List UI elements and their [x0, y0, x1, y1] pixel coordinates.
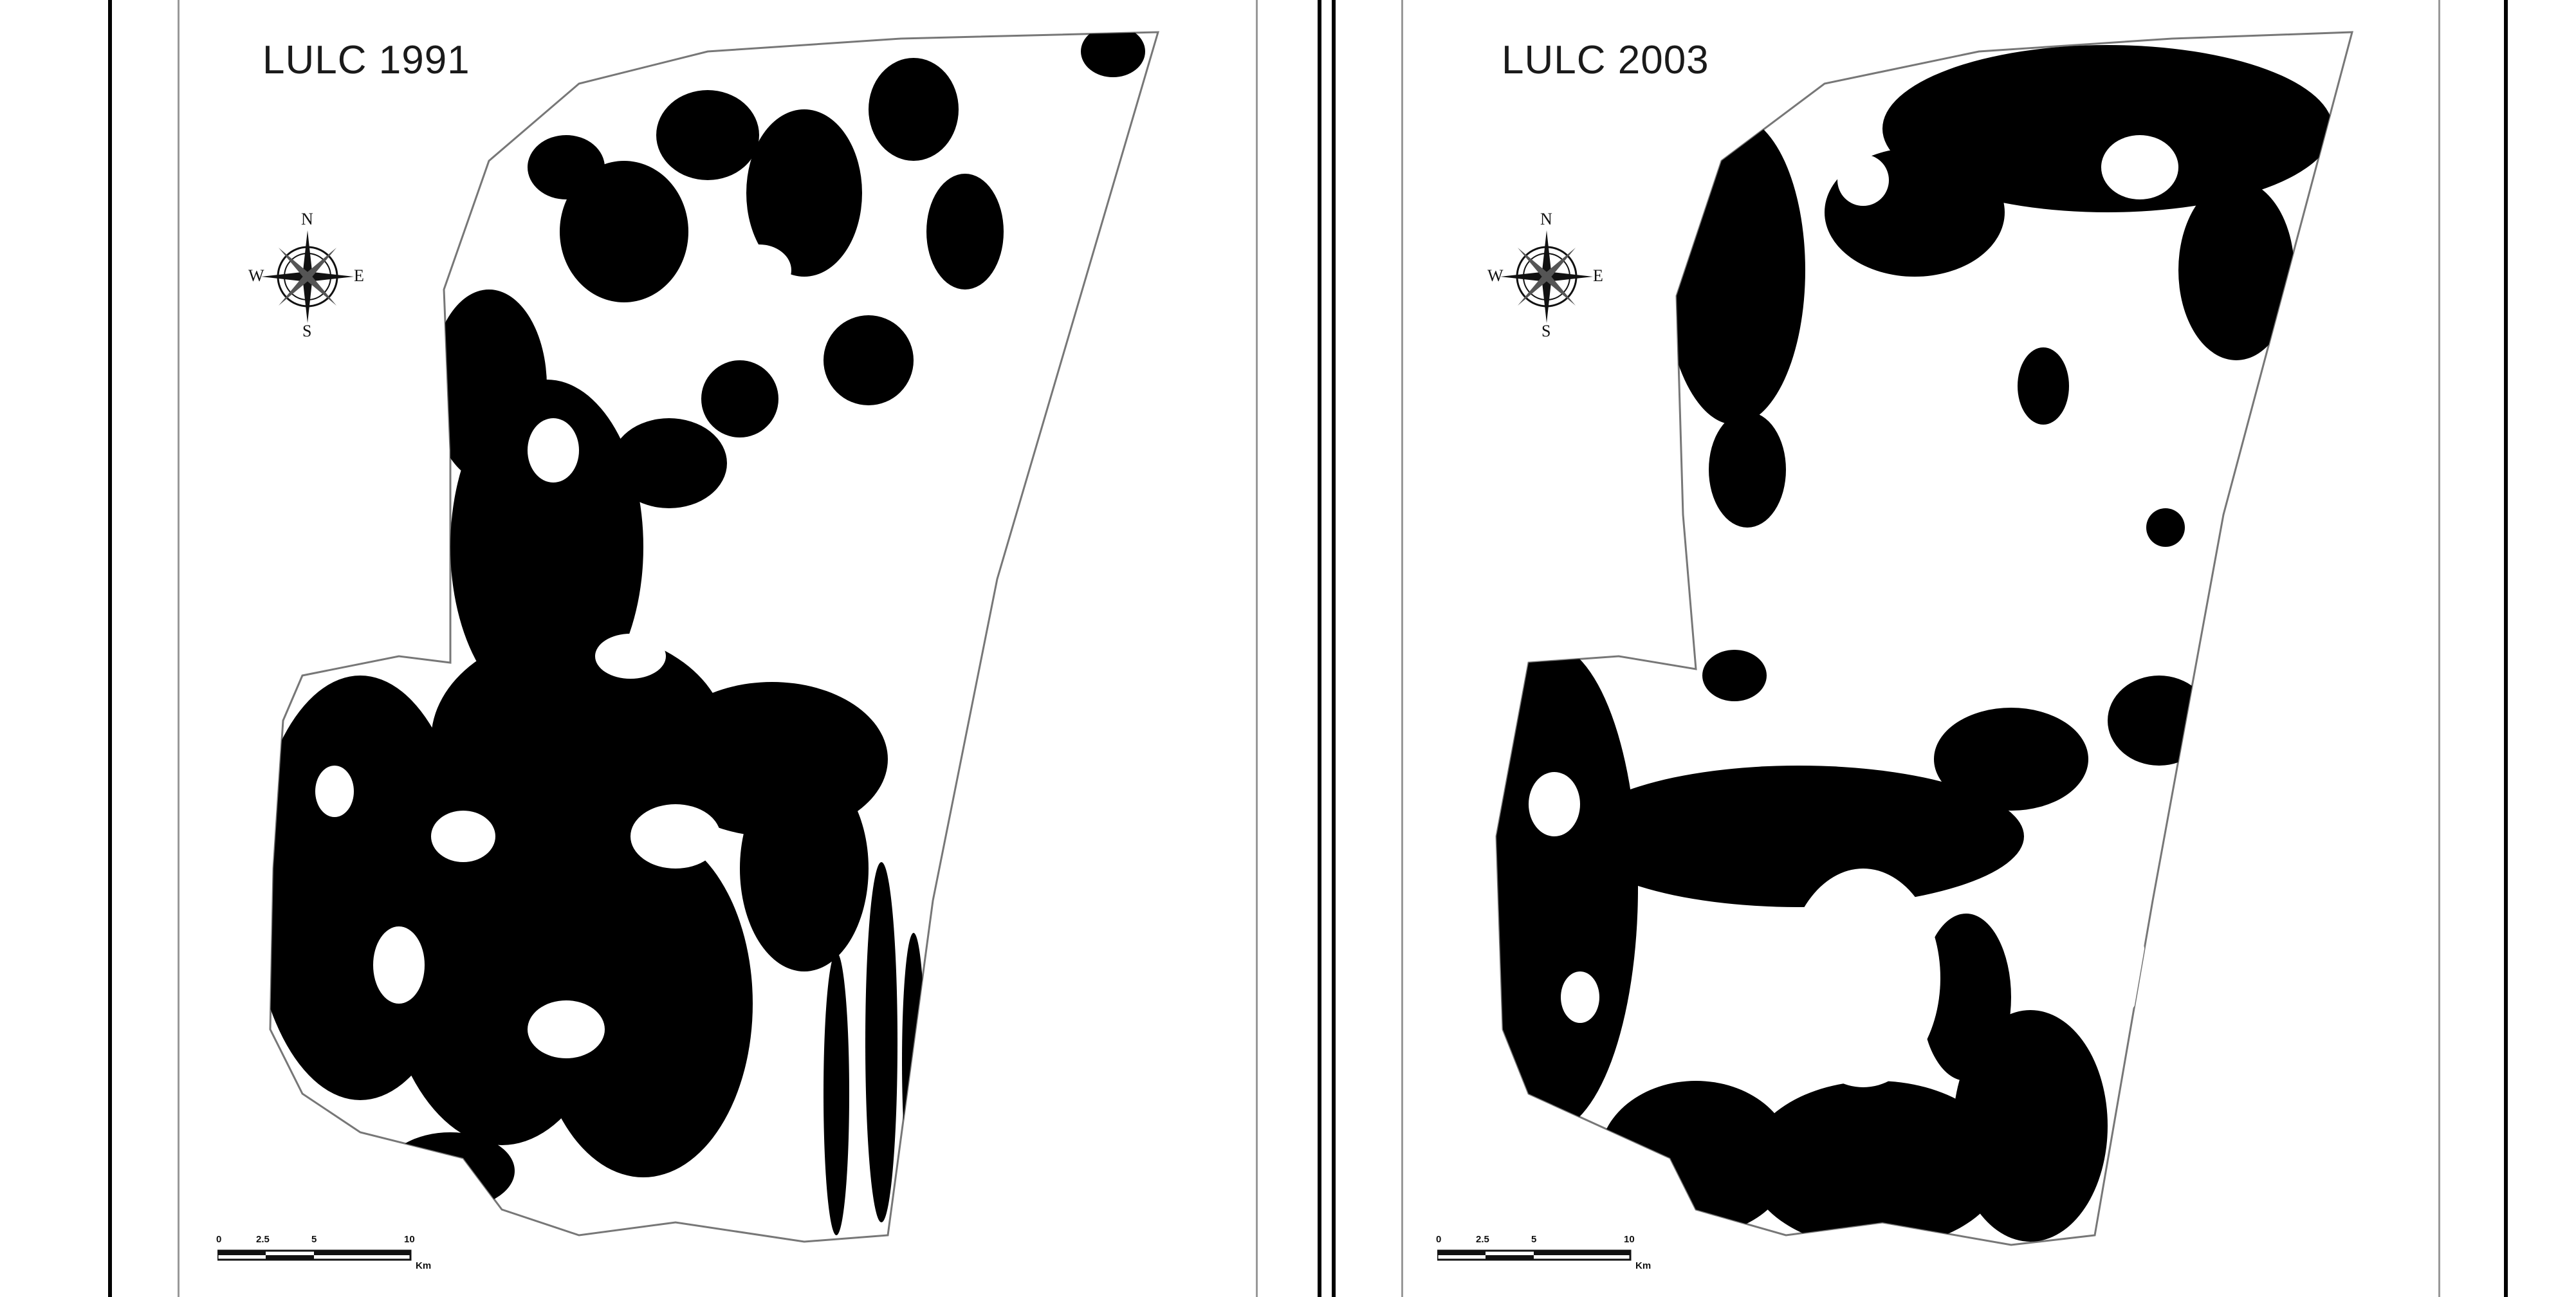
- lulc-map-1991: [269, 31, 1160, 1243]
- compass-rose-1991: N S W E: [243, 210, 372, 341]
- frame-left-line: [108, 0, 112, 1297]
- scale-tick-5: 5: [311, 1234, 317, 1245]
- inner-right-line-1991: [1256, 0, 1258, 1297]
- map-panel-2003: LULC 2003 N S W E 0 2.5 5 10 Km: [1336, 0, 2507, 1297]
- light-patches-1991: [315, 244, 791, 1058]
- map-panel-1991: LULC 1991 N S W E 0 2.5 5 10 Km: [216, 31, 1160, 1285]
- scale-unit-1991: Km: [416, 1260, 432, 1271]
- compass-icon-2003: [1500, 230, 1593, 323]
- inner-left-line-2003: [1401, 0, 1403, 1297]
- scale-tick-2-5: 2.5: [1476, 1234, 1489, 1245]
- compass-rose-2003: N S W E: [1482, 210, 1611, 341]
- light-patches-2003: [1529, 135, 2178, 1087]
- scale-bar-2003: 0 2.5 5 10 Km: [1436, 1234, 1693, 1285]
- lulc-map-2003: [1495, 31, 2353, 1246]
- dark-cover-2003: [1496, 45, 2333, 1245]
- scale-bar-graphic-2003: [1437, 1249, 1632, 1261]
- compass-east-label: E: [354, 266, 364, 285]
- frame-right-line: [2504, 0, 2508, 1297]
- compass-north-label: N: [1540, 210, 1552, 228]
- inner-right-line-2003: [2438, 0, 2440, 1297]
- compass-west-label: W: [1487, 266, 1504, 285]
- compass-north-label: N: [301, 210, 313, 228]
- compass-south-label: S: [302, 322, 312, 340]
- inner-left-line-1991: [178, 0, 179, 1297]
- compass-west-label: W: [248, 266, 264, 285]
- frame-divider-left-line: [1318, 0, 1321, 1297]
- scale-tick-0: 0: [216, 1234, 222, 1245]
- scale-bar-1991: 0 2.5 5 10 Km: [216, 1234, 474, 1285]
- compass-icon-1991: [261, 230, 354, 323]
- scale-tick-2-5: 2.5: [256, 1234, 270, 1245]
- scale-tick-0: 0: [1436, 1234, 1442, 1245]
- scale-tick-10: 10: [404, 1234, 415, 1245]
- compass-east-label: E: [1593, 266, 1603, 285]
- scale-bar-graphic-1991: [217, 1249, 412, 1261]
- map-title-1991: LULC 1991: [262, 38, 470, 82]
- scale-tick-10: 10: [1624, 1234, 1635, 1245]
- scale-unit-2003: Km: [1635, 1260, 1651, 1271]
- compass-south-label: S: [1541, 322, 1551, 340]
- frame-divider-right-line: [1332, 0, 1336, 1297]
- dark-cover-1991: [270, 32, 1145, 1235]
- map-title-2003: LULC 2003: [1502, 38, 1709, 82]
- scale-tick-5: 5: [1531, 1234, 1537, 1245]
